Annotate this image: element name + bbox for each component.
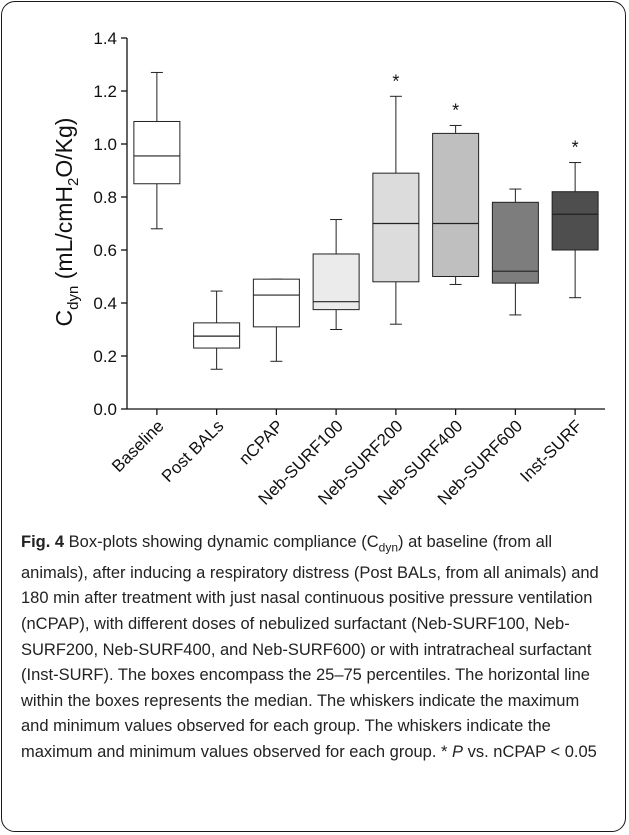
x-tick-label: Baseline — [108, 416, 168, 476]
box-iqr — [252, 278, 300, 328]
box-inst-surf: * — [551, 138, 599, 299]
y-tick-label: 0.2 — [93, 347, 117, 366]
significance-marker: * — [452, 100, 459, 120]
box-iqr — [372, 172, 420, 283]
y-tick-label: 0.0 — [93, 400, 117, 419]
y-axis-title: Cdyn (mL/cmH2O/Kg) — [51, 118, 82, 327]
chart-axes — [126, 38, 605, 410]
caption-text: Box-plots showing dynamic compliance (C — [64, 533, 379, 551]
x-tick-label: nCPAP — [235, 416, 287, 468]
box-iqr — [193, 322, 241, 349]
y-tick-label: 1.0 — [93, 135, 117, 154]
box-series: * * * — [133, 71, 599, 370]
box-ncpap — [252, 278, 300, 362]
x-tick-label: Post BALs — [158, 416, 228, 486]
y-tick-label: 1.2 — [93, 82, 117, 101]
x-tick-label: Inst-SURF — [516, 416, 586, 486]
caption-subscript: dyn — [378, 540, 399, 555]
box-iqr — [312, 253, 360, 311]
box-iqr — [133, 120, 181, 185]
box-baseline — [133, 71, 181, 230]
figure-label: Fig. 4 — [21, 533, 65, 551]
y-tick-label: 1.4 — [93, 29, 117, 48]
y-tick-label: 0.8 — [93, 188, 117, 207]
box-iqr — [491, 201, 539, 284]
box-plot-chart: 0.0 0.2 0.4 0.6 0.8 1.0 1.2 1.4 * * * BaselinePos… — [51, 29, 605, 509]
significance-marker: * — [392, 71, 399, 91]
box-neb-surf400: * — [432, 100, 480, 285]
box-neb-surf600 — [491, 188, 539, 316]
box-post-bals — [193, 290, 241, 370]
box-iqr — [551, 191, 599, 251]
y-tick-label: 0.4 — [93, 294, 117, 313]
y-tick-label: 0.6 — [93, 241, 117, 260]
y-axis-ticks: 0.0 0.2 0.4 0.6 0.8 1.0 1.2 1.4 — [93, 29, 127, 419]
significance-marker: * — [572, 138, 579, 158]
box-neb-surf200: * — [372, 71, 420, 325]
box-iqr — [432, 132, 480, 277]
caption-text-2: ) at baseline (from all animals), after … — [21, 533, 599, 762]
figure-caption: Fig. 4 Box-plots showing dynamic complia… — [21, 530, 611, 766]
caption-text-end: vs. nCPAP < 0.05 — [463, 743, 597, 762]
box-neb-surf100 — [312, 219, 360, 330]
caption-p-symbol: P — [452, 743, 464, 762]
